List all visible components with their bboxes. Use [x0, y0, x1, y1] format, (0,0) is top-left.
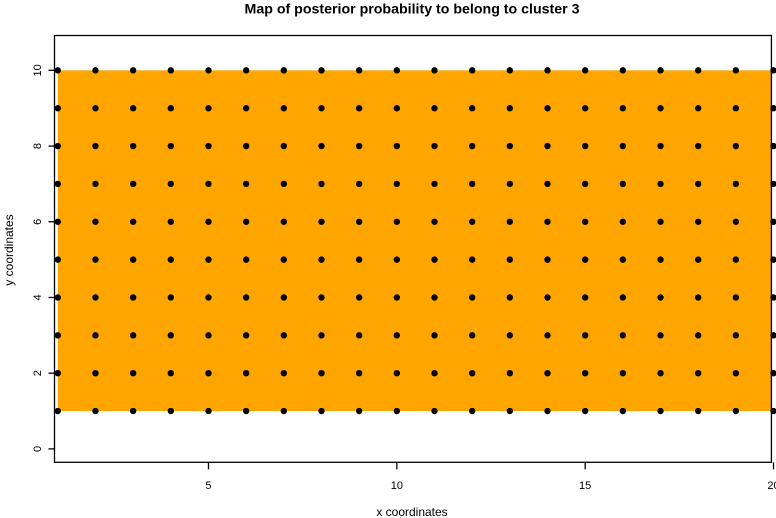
svg-text:2: 2: [32, 370, 44, 376]
svg-text:6: 6: [32, 219, 44, 225]
svg-text:Map of posterior probability t: Map of posterior probability to belong t…: [245, 2, 580, 18]
svg-text:y coordinates: y coordinates: [2, 214, 16, 285]
svg-text:8: 8: [32, 143, 44, 149]
svg-text:5: 5: [205, 480, 211, 492]
svg-text:0: 0: [32, 446, 44, 452]
svg-text:20: 20: [767, 480, 776, 492]
svg-text:x coordinates: x coordinates: [376, 505, 447, 518]
svg-text:10: 10: [391, 480, 403, 492]
svg-text:4: 4: [32, 294, 44, 300]
svg-text:10: 10: [32, 64, 44, 76]
svg-text:15: 15: [579, 480, 591, 492]
